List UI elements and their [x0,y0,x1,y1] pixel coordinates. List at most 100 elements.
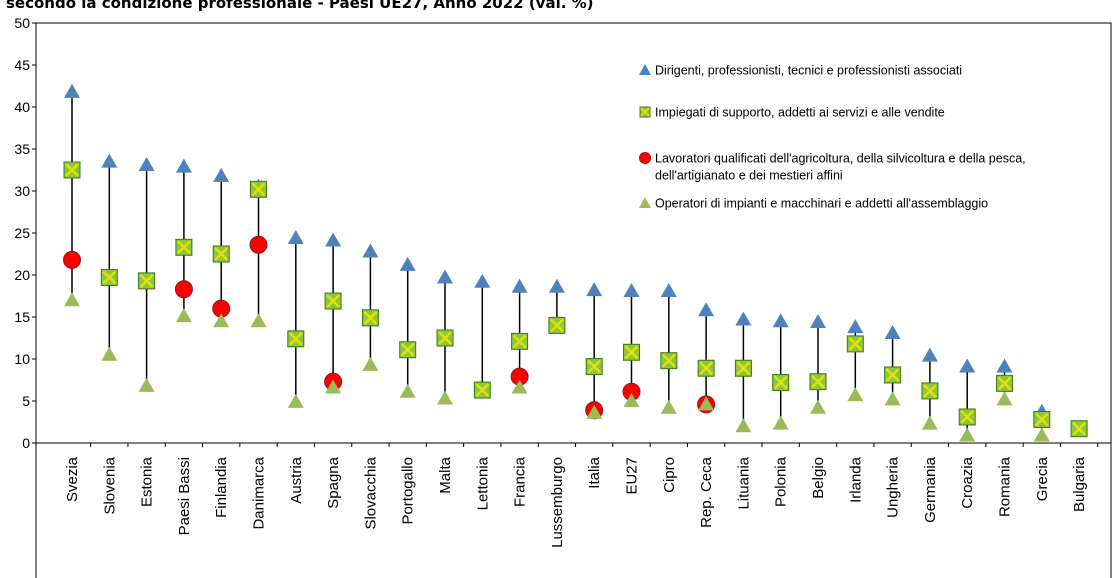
y-tick-label: 25 [14,225,30,241]
x-tick-label: Lettonia [474,456,491,510]
data-point [436,329,454,347]
data-point [324,292,342,310]
data-point [64,83,80,98]
x-tick-label: Romania [997,456,1014,517]
data-point [698,302,715,317]
marker-cross [326,294,340,308]
x-tick-label: Irlanda [847,456,864,503]
data-point [697,359,715,377]
x-tick-label: Slovenia [101,456,118,514]
data-point [660,282,677,297]
y-tick-label: 10 [14,351,30,367]
data-point [63,161,81,179]
data-point [100,269,118,287]
x-tick-label: Cipro [661,457,678,493]
marker-cross [550,318,564,333]
x-tick-label: Paesi Bassi [176,457,193,535]
data-point [175,238,193,256]
legend-label: Dirigenti, professionisti, tecnici e pro… [655,64,962,78]
data-point [884,366,902,384]
marker-cross [400,342,415,357]
data-point [921,347,938,362]
data-point [138,156,155,171]
data-point [249,235,268,254]
marker-cross [139,274,154,288]
marker-cross [997,376,1012,391]
x-tick-label: Grecia [1034,456,1051,501]
data-point [250,313,267,328]
data-point [213,313,230,328]
y-tick-label: 15 [14,309,30,325]
y-tick-label: 45 [14,57,30,73]
marker-cross [848,337,863,351]
x-tick-label: Austria [288,456,305,503]
data-point [64,292,80,307]
marker-cross [1034,412,1049,427]
x-tick-label: Lituania [735,456,752,509]
data-point [585,358,603,376]
data-point [548,316,566,334]
y-tick-label: 20 [14,267,30,283]
data-point [772,313,789,328]
data-point [138,272,156,290]
data-point [437,269,453,284]
data-point [399,341,417,359]
data-point [175,158,192,173]
y-tick-label: 0 [22,435,30,451]
marker-cross [811,374,825,389]
data-point [511,278,528,293]
data-point [101,346,118,361]
data-point [623,393,640,407]
legend-marker [639,152,651,164]
data-point [1033,427,1050,442]
y-tick-label: 30 [14,183,30,199]
x-tick-label: Estonia [139,456,156,507]
legend: Dirigenti, professionisti, tecnici e pro… [639,64,1026,211]
marker-cross [661,353,676,368]
x-tick-label: Portogallo [400,457,417,525]
data-point [287,230,304,245]
x-tick-label: Malta [437,456,454,493]
data-point [362,356,379,371]
data-point [623,282,640,297]
plot-border [35,22,1112,578]
legend-marker [639,64,651,75]
data-point [660,352,678,370]
data-point [586,404,603,419]
marker-cross [736,361,751,376]
marker-cross [1072,421,1086,436]
legend-marker [639,197,651,208]
marker-cross [475,383,490,397]
data-point [511,332,529,350]
legend-item: Operatori di impianti e macchinari e add… [639,197,988,211]
data-point [772,415,789,430]
data-point [996,358,1013,373]
data-point [1070,420,1088,438]
data-point [175,308,192,323]
x-tick-label: Lussemburgo [549,457,566,548]
data-point [101,153,118,168]
data-point [958,408,976,426]
legend-label: Lavoratori qualificati dell'agricoltura,… [655,152,1026,183]
data-point [809,373,827,391]
data-point [362,243,379,258]
x-tick-label: Croazia [959,456,976,508]
marker-cross [363,310,378,325]
data-point [473,381,491,399]
x-tick-label: EU27 [624,457,641,495]
marker-cross [214,247,229,261]
x-tick-label: Slovacchia [362,456,379,529]
marker-cross [102,270,117,285]
data-point [810,314,826,329]
data-point [361,309,379,327]
data-point [437,390,453,405]
x-tick-label: Polonia [773,456,790,507]
data-point [325,379,342,394]
x-tick-label: Belgio [810,457,827,499]
data-point [959,427,976,442]
legend-label: Impiegati di supporto, addetti ai serviz… [655,106,945,120]
x-tick-label: Germania [922,456,939,523]
data-point [325,232,342,247]
data-point [884,391,901,406]
